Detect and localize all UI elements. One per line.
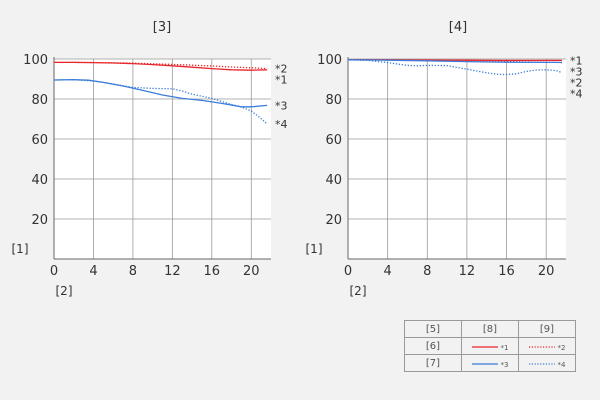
series-end-label: *3 (570, 65, 583, 78)
x-tick-label: 16 (204, 264, 221, 279)
legend-line-solid-blue (471, 362, 498, 365)
chart-title: [3] (153, 20, 171, 35)
chart-panel-1 (53, 57, 271, 260)
series-line (54, 61, 268, 70)
series-end-label: *1 (275, 74, 288, 87)
series-end-label: *2 (570, 76, 583, 89)
y-axis-label: [1] (306, 242, 323, 256)
legend-row-label-7: [7] (404, 354, 462, 372)
legend-swatch-4: *4 (518, 354, 576, 372)
series-line (347, 59, 563, 76)
legend-swatch-2: *2 (518, 337, 576, 355)
x-tick-label: 12 (459, 264, 476, 279)
chart-panel-2 (347, 57, 566, 260)
legend-key-3: *3 (500, 360, 509, 369)
y-tick-label: 20 (31, 213, 48, 228)
x-tick-label: 4 (383, 264, 391, 279)
x-tick-label: 0 (50, 264, 58, 279)
y-tick-label: 40 (31, 173, 48, 188)
legend-swatch-3: *3 (461, 354, 519, 372)
legend-row-label-6: [6] (404, 337, 462, 355)
y-tick-label: 60 (31, 133, 48, 148)
legend-swatch-1: *1 (461, 337, 519, 355)
plot-area (348, 59, 566, 259)
x-tick-label: 12 (164, 264, 181, 279)
plot-area (54, 59, 271, 259)
y-axis-label: [1] (12, 242, 29, 256)
series-end-label: *1 (570, 54, 583, 67)
series-end-label: *4 (570, 87, 583, 100)
x-tick-label: 0 (344, 264, 352, 279)
y-tick-label: 60 (325, 133, 342, 148)
legend-header-9: [9] (518, 320, 576, 338)
legend-header-5: [5] (404, 320, 462, 338)
x-tick-label: 20 (243, 264, 260, 279)
y-tick-label: 100 (317, 53, 342, 68)
legend-key-2: *2 (557, 343, 566, 352)
x-tick-label: 4 (89, 264, 97, 279)
y-tick-label: 80 (325, 93, 342, 108)
legend-table: [5] [8] [9] [6] *1 *2 [7] *3 (404, 320, 576, 372)
y-tick-label: 80 (31, 93, 48, 108)
y-tick-label: 40 (325, 173, 342, 188)
series-line (53, 79, 268, 125)
series-line (347, 59, 562, 64)
series-end-label: *2 (275, 63, 288, 76)
series-end-label: *4 (275, 118, 288, 131)
series-line (53, 78, 268, 108)
y-tick-label: 20 (325, 213, 342, 228)
x-axis-label: [2] (56, 284, 73, 298)
legend-key-4: *4 (557, 360, 566, 369)
legend-line-dotted-red (528, 345, 555, 348)
legend-header-8: [8] (461, 320, 519, 338)
x-axis-label: [2] (350, 284, 367, 298)
legend-key-1: *1 (500, 343, 509, 352)
x-tick-label: 8 (129, 264, 137, 279)
legend-line-dotted-blue (528, 362, 555, 365)
chart-title: [4] (449, 20, 467, 35)
y-tick-label: 100 (23, 53, 48, 68)
x-tick-label: 16 (498, 264, 515, 279)
legend-line-solid-red (471, 345, 498, 348)
x-tick-label: 20 (538, 264, 555, 279)
x-tick-label: 8 (423, 264, 431, 279)
series-end-label: *3 (275, 99, 288, 112)
